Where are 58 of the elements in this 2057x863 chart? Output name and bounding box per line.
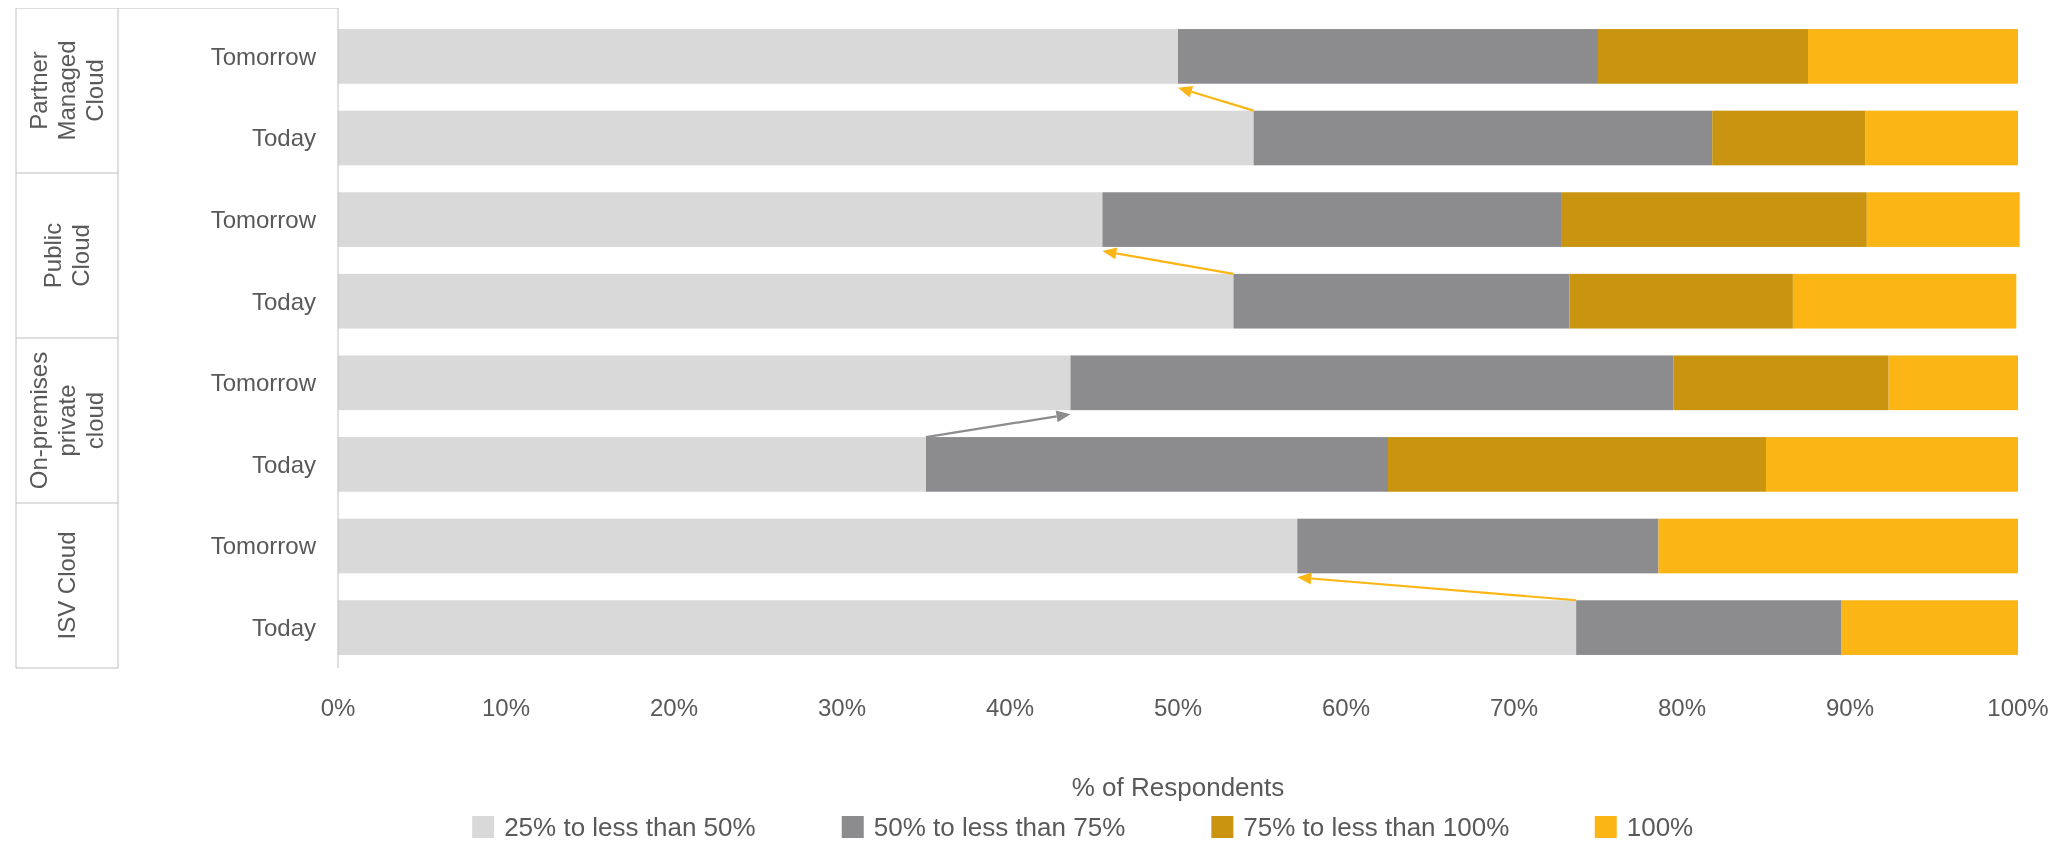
x-tick-label: 70%: [1489, 694, 1539, 721]
bar: [1070, 355, 1674, 411]
legend-label: 50% to less than 75%: [873, 812, 1126, 843]
bar: [1841, 600, 2018, 655]
x-tick-label: 10%: [481, 694, 531, 721]
bar: [338, 192, 1103, 247]
legend-label: 100%: [1626, 812, 1694, 843]
x-tick-label: 50%: [1153, 694, 1203, 721]
bar: [1388, 437, 1766, 492]
bar: [1888, 355, 2018, 411]
y-tick-label: Today: [251, 287, 316, 315]
x-tick-label: 30%: [817, 694, 867, 721]
y-tick-label: Tomorrow: [210, 532, 317, 560]
y-tick-label: Today: [251, 614, 316, 642]
y-tick-label: Tomorrow: [210, 369, 317, 397]
bar: [1576, 600, 1842, 655]
bar: [1673, 355, 1889, 411]
legend-label: 75% to less than 100%: [1243, 812, 1510, 843]
x-tick-label: 80%: [1657, 694, 1707, 721]
bar: [338, 273, 1234, 329]
bar: [338, 110, 1254, 166]
x-tick-label: 60%: [1321, 694, 1371, 721]
bar: [338, 437, 926, 492]
x-axis-title: % of Respondents: [1071, 772, 1285, 802]
bar: [1658, 518, 2018, 574]
text: On-premises private cloud: [25, 351, 109, 490]
legend-label: 25% to less than 50%: [504, 812, 756, 843]
y-tick-label: Tomorrow: [210, 206, 317, 233]
bar: [1808, 29, 2018, 84]
x-tick-label: 90%: [1825, 694, 1875, 721]
x-tick-label: 0%: [320, 694, 356, 721]
bar: [338, 29, 1178, 84]
bar: [1792, 273, 2017, 329]
x-tick-label: 100%: [1987, 694, 2049, 721]
bar: [1178, 29, 1598, 84]
bar: [1866, 192, 2020, 247]
bar: [1766, 437, 2018, 492]
bar: [1865, 110, 2018, 166]
bar: [338, 518, 1298, 574]
bar: [338, 600, 1577, 655]
bar: [1598, 29, 1808, 84]
y-tick-label: Today: [251, 450, 316, 478]
text: Public Cloud: [39, 222, 95, 289]
bar: [1561, 192, 1867, 247]
bar: [1297, 518, 1659, 574]
bar: [1253, 110, 1713, 166]
bar: [1712, 110, 1866, 166]
bar: [1569, 273, 1793, 329]
y-tick-label: Tomorrow: [210, 42, 317, 70]
x-tick-label: 40%: [985, 694, 1035, 721]
x-tick-label: 20%: [649, 694, 699, 721]
bar: [1233, 273, 1570, 329]
bar: [1102, 192, 1562, 247]
text: ISV Cloud: [53, 531, 81, 640]
bar: [338, 355, 1071, 411]
text: Partner Managed Cloud: [25, 40, 109, 141]
bar: [926, 437, 1388, 492]
y-tick-label: Today: [251, 124, 316, 152]
